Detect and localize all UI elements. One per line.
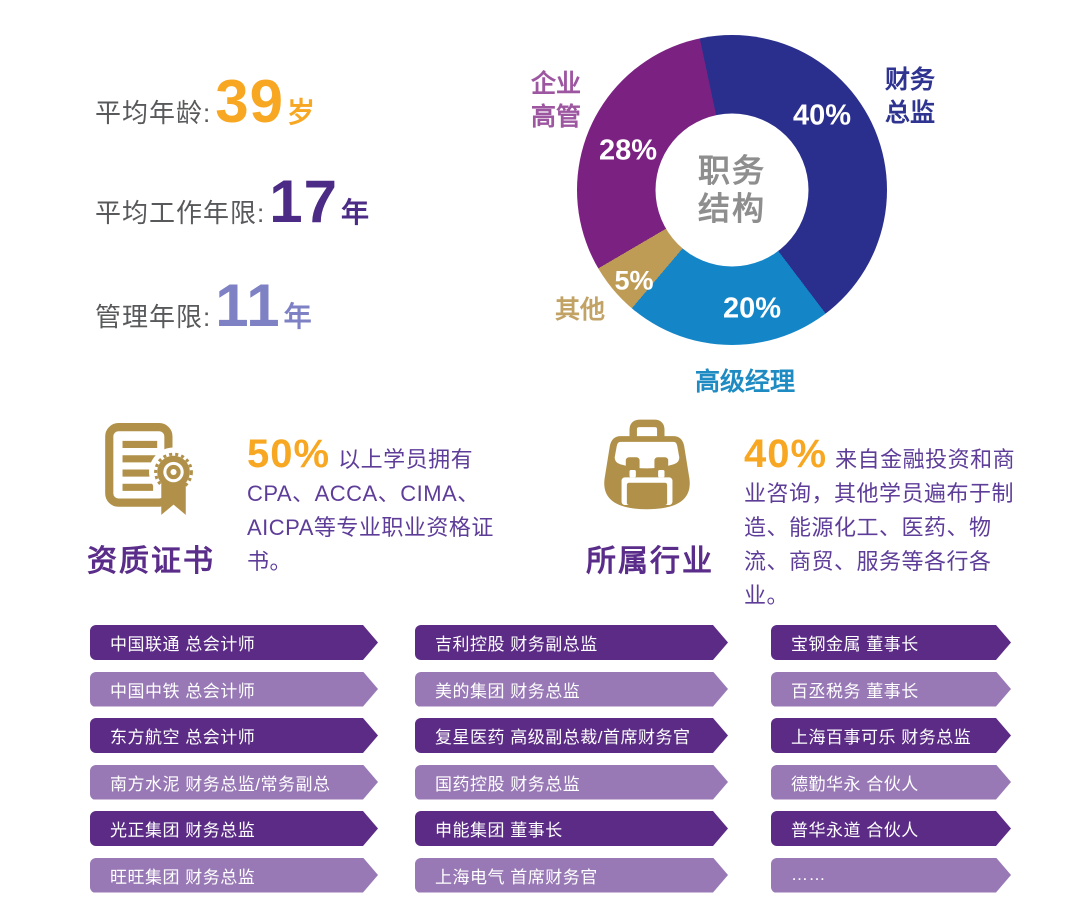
alumni-bar: 上海百事可乐 财务总监	[771, 718, 1011, 753]
briefcase-icon	[594, 416, 700, 524]
segment-pct-cfo: 40%	[792, 99, 852, 132]
alumni-bar: 宝钢金属 董事长	[771, 625, 1011, 660]
alumni-bar-text: 德勤华永 合伙人	[791, 774, 919, 794]
certificate-icon	[96, 418, 198, 524]
alumni-bar-text: 中国中铁 总会计师	[110, 681, 256, 701]
alumni-bar: 中国联通 总会计师	[90, 625, 378, 660]
alumni-bar: 复星医药 高级副总裁/首席财务官	[415, 718, 728, 753]
alumni-bar-text: 中国联通 总会计师	[110, 635, 256, 654]
feature-stat-industries: 40%	[744, 432, 828, 476]
segment-label-executive: 企业 高管	[531, 70, 582, 131]
feature-text-industries: 40% 来自金融投资和商业咨询，其他学员遍布于制造、能源化工、医药、物流、商贸、服…	[744, 434, 1022, 613]
segment-pct-executive: 28%	[598, 134, 658, 167]
feature-title-industries: 所属行业	[586, 545, 714, 578]
stat-average-working-years: 平均工作年限: 17 年	[95, 172, 369, 232]
feature-body-text: 以上学员拥有CPA、ACCA、CIMA、AICPA等专业职业资格证书。	[247, 447, 494, 574]
position-structure-donut: 职务 结构 40% 20% 5% 28%	[577, 35, 887, 345]
alumni-bar-text: 旺旺集团 财务总监	[110, 867, 256, 887]
alumni-column-3: 宝钢金属 董事长 百丞税务 董事长 上海百事可乐 财务总监 德勤华永 合伙人 普…	[771, 625, 1011, 893]
alumni-bar: 光正集团 财务总监	[90, 811, 378, 846]
stat-label: 平均工作年限:	[95, 198, 266, 228]
segment-label-other: 其他	[555, 296, 606, 324]
alumni-bar-text: 国药控股 财务总监	[435, 774, 581, 794]
alumni-bar: 东方航空 总会计师	[90, 718, 378, 753]
stat-value: 17	[269, 168, 338, 235]
alumni-bar-text: 宝钢金属 董事长	[791, 635, 919, 654]
segment-pct-senior-manager: 20%	[722, 292, 782, 325]
stat-value: 39	[215, 68, 284, 135]
segment-label-senior-manager: 高级经理	[695, 368, 796, 396]
alumni-bar: ……	[771, 858, 1011, 893]
alumni-bar-text: 光正集团 财务总监	[110, 821, 256, 840]
feature-body-text: 来自金融投资和商业咨询，其他学员遍布于制造、能源化工、医药、物流、商贸、服务等各…	[744, 447, 1016, 608]
alumni-bar: 德勤华永 合伙人	[771, 765, 1011, 800]
alumni-bar-text: 东方航空 总会计师	[110, 728, 256, 747]
alumni-bar-text: 百丞税务 董事长	[791, 681, 919, 701]
alumni-bar: 普华永道 合伙人	[771, 811, 1011, 846]
alumni-bar: 申能集团 董事长	[415, 811, 728, 846]
alumni-column-2: 吉利控股 财务副总监 美的集团 财务总监 复星医药 高级副总裁/首席财务官 国药…	[415, 625, 728, 893]
alumni-bar: 百丞税务 董事长	[771, 672, 1011, 707]
alumni-column-1: 中国联通 总会计师 中国中铁 总会计师 东方航空 总会计师 南方水泥 财务总监/…	[90, 625, 378, 893]
feature-title-certificates: 资质证书	[87, 545, 215, 578]
alumni-bar-text: 复星医药 高级副总裁/首席财务官	[435, 728, 691, 747]
feature-stat-certificates: 50%	[247, 432, 331, 476]
alumni-bar-text: 南方水泥 财务总监/常务副总	[110, 774, 331, 794]
stat-average-age: 平均年龄: 39 岁	[95, 72, 315, 132]
stat-unit: 年	[283, 301, 312, 332]
alumni-bar-text: 上海电气 首席财务官	[435, 867, 598, 887]
stat-value: 11	[215, 272, 281, 339]
alumni-bar-text: ……	[791, 865, 826, 884]
alumni-bar: 旺旺集团 财务总监	[90, 858, 378, 893]
alumni-bar-text: 吉利控股 财务副总监	[435, 635, 598, 654]
alumni-bar: 中国中铁 总会计师	[90, 672, 378, 707]
alumni-bar: 吉利控股 财务副总监	[415, 625, 728, 660]
stat-unit: 年	[340, 197, 369, 228]
alumni-bar-text: 上海百事可乐 财务总监	[791, 728, 972, 747]
segment-pct-other: 5%	[614, 265, 654, 296]
stat-label: 管理年限:	[95, 302, 212, 332]
donut-center-title: 职务 结构	[697, 152, 767, 227]
stat-management-years: 管理年限: 11 年	[95, 276, 312, 336]
stat-unit: 岁	[286, 97, 315, 128]
stat-label: 平均年龄:	[95, 98, 212, 128]
alumni-bar: 国药控股 财务总监	[415, 765, 728, 800]
alumni-bar-text: 普华永道 合伙人	[791, 821, 919, 840]
donut-hole	[655, 113, 809, 267]
alumni-bar: 美的集团 财务总监	[415, 672, 728, 707]
alumni-bar-text: 美的集团 财务总监	[435, 681, 581, 701]
alumni-bar: 南方水泥 财务总监/常务副总	[90, 765, 378, 800]
alumni-bar: 上海电气 首席财务官	[415, 858, 728, 893]
alumni-bar-text: 申能集团 董事长	[435, 821, 563, 840]
feature-text-certificates: 50% 以上学员拥有CPA、ACCA、CIMA、AICPA等专业职业资格证书。	[247, 434, 535, 579]
segment-label-cfo: 财务 总监	[885, 66, 936, 127]
